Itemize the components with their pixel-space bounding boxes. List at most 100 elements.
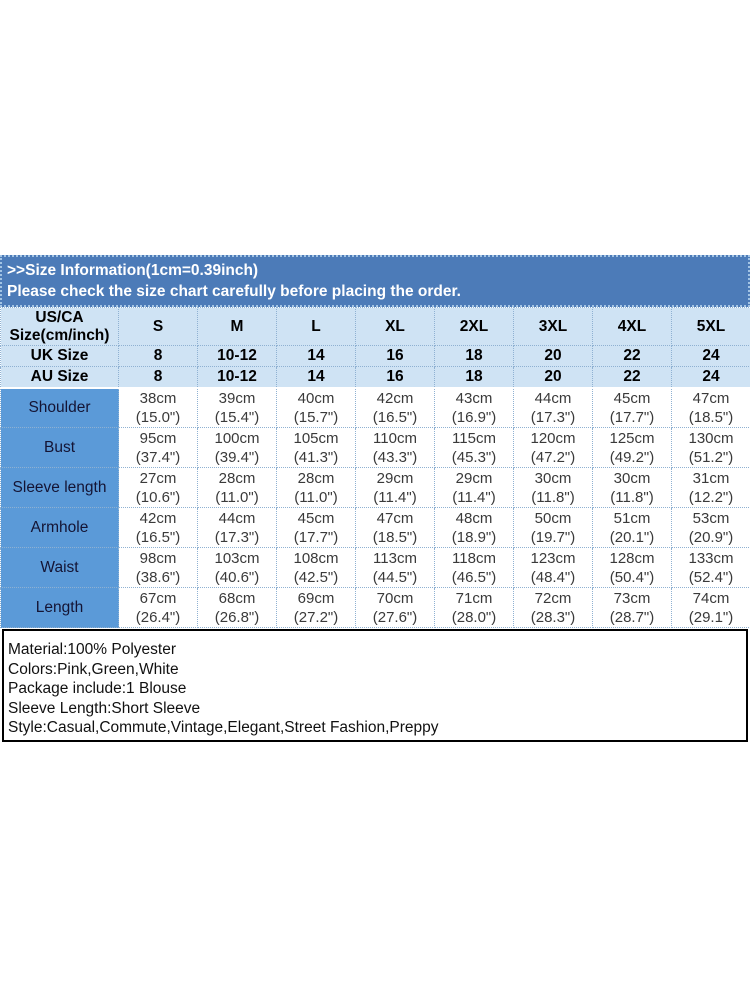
measurement-row-label: Shoulder: [0, 387, 119, 428]
inch-value: (11.0"): [215, 488, 259, 506]
inch-value: (20.9"): [688, 528, 734, 546]
measurement-cell: 44cm (17.3"): [513, 387, 593, 428]
cm-value: 98cm: [139, 549, 177, 567]
measurement-cell: 73cm (28.7"): [592, 587, 672, 628]
measurement-cell: 47cm (18.5"): [355, 507, 435, 548]
conversion-cell: 16: [355, 345, 435, 367]
cm-value: 47cm: [376, 509, 414, 527]
measurement-cell: 67cm (26.4"): [118, 587, 198, 628]
cm-value: 125cm: [609, 429, 655, 447]
cm-value: 44cm: [534, 389, 572, 407]
measurement-cell: 125cm (49.2"): [592, 427, 672, 468]
measurement-cell: 74cm (29.1"): [671, 587, 750, 628]
conversion-cell: 14: [276, 366, 356, 389]
measurement-cell: 30cm (11.8"): [592, 467, 672, 508]
product-info-box: Material:100% Polyester Colors:Pink,Gree…: [2, 629, 748, 742]
inch-value: (18.9"): [451, 528, 497, 546]
measurement-cell: 98cm (38.6"): [118, 547, 198, 588]
conversion-cell: 8: [118, 366, 198, 389]
measurement-cell: 71cm (28.0"): [434, 587, 514, 628]
measurement-cell: 42cm (16.5"): [118, 507, 198, 548]
inch-value: (48.4"): [530, 568, 576, 586]
measurement-row-label: Armhole: [0, 507, 119, 548]
banner-subtitle: Please check the size chart carefully be…: [7, 283, 461, 300]
size-column-header: 5XL: [671, 307, 750, 346]
cm-value: 48cm: [455, 509, 493, 527]
cm-value: 69cm: [297, 589, 335, 607]
conversion-cell: 18: [434, 345, 514, 367]
measurement-row: Shoulder 38cm (15.0") 39cm (15.4") 40cm (15.7"…: [0, 387, 750, 428]
cm-value: 120cm: [530, 429, 576, 447]
inch-value: (12.2"): [688, 488, 734, 506]
measurement-cell: 130cm (51.2"): [671, 427, 750, 468]
cm-value: 44cm: [218, 509, 256, 527]
inch-value: (18.5"): [688, 408, 734, 426]
measurement-cell: 28cm (11.0"): [197, 467, 277, 508]
measurement-row-label: Waist: [0, 547, 119, 588]
measurement-cell: 45cm (17.7"): [276, 507, 356, 548]
measurement-cell: 128cm (50.4"): [592, 547, 672, 588]
inch-value: (18.5"): [372, 528, 418, 546]
measurement-cell: 51cm (20.1"): [592, 507, 672, 548]
inch-value: (17.3"): [530, 408, 576, 426]
inch-value: (28.0"): [451, 608, 497, 626]
inch-value: (11.8"): [610, 488, 654, 506]
cm-value: 43cm: [455, 389, 493, 407]
cm-value: 42cm: [139, 509, 177, 527]
cm-value: 123cm: [530, 549, 576, 567]
cm-value: 103cm: [214, 549, 260, 567]
inch-value: (40.6"): [214, 568, 260, 586]
info-line-colors: Colors:Pink,Green,White: [8, 660, 179, 678]
measurement-cell: 103cm (40.6"): [197, 547, 277, 588]
cm-value: 28cm: [297, 469, 335, 487]
cm-value: 72cm: [534, 589, 572, 607]
measurement-cell: 69cm (27.2"): [276, 587, 356, 628]
cm-value: 30cm: [613, 469, 651, 487]
corner-label-line1: US/CA: [35, 308, 84, 326]
measurement-cell: 105cm (41.3"): [276, 427, 356, 468]
inch-value: (16.5"): [135, 528, 181, 546]
cm-value: 133cm: [688, 549, 734, 567]
banner-title: >>Size Information(1cm=0.39inch): [7, 262, 259, 279]
inch-value: (28.7"): [609, 608, 655, 626]
measurement-cell: 110cm (43.3"): [355, 427, 435, 468]
info-line-style: Style:Casual,Commute,Vintage,Elegant,Str…: [8, 719, 439, 737]
cm-value: 130cm: [688, 429, 734, 447]
cm-value: 53cm: [692, 509, 730, 527]
cm-value: 100cm: [214, 429, 260, 447]
measurement-cell: 133cm (52.4"): [671, 547, 750, 588]
inch-value: (37.4"): [135, 448, 181, 466]
inch-value: (29.1"): [688, 608, 734, 626]
conversion-cell: 24: [671, 345, 750, 367]
inch-value: (11.4"): [452, 488, 496, 506]
inch-value: (17.7"): [609, 408, 655, 426]
inch-value: (43.3"): [372, 448, 418, 466]
measurement-row: Sleeve length 27cm (10.6") 28cm (11.0") 28cm(…: [0, 467, 750, 508]
inch-value: (26.4"): [135, 608, 181, 626]
measurement-cell: 123cm (48.4"): [513, 547, 593, 588]
conversion-row-label: UK Size: [0, 345, 119, 367]
conversion-cell: 22: [592, 366, 672, 389]
cm-value: 45cm: [297, 509, 335, 527]
measurement-cell: 48cm (18.9"): [434, 507, 514, 548]
measurement-row-label: Sleeve length: [0, 467, 119, 508]
cm-value: 45cm: [613, 389, 651, 407]
inch-value: (11.4"): [373, 488, 417, 506]
measurement-cell: 47cm (18.5"): [671, 387, 750, 428]
inch-value: (26.8"): [214, 608, 260, 626]
measurement-cell: 28cm (11.0"): [276, 467, 356, 508]
cm-value: 47cm: [692, 389, 730, 407]
inch-value: (50.4"): [609, 568, 655, 586]
inch-value: (17.3"): [214, 528, 260, 546]
measurement-cell: 118cm (46.5"): [434, 547, 514, 588]
inch-value: (15.0"): [135, 408, 181, 426]
measurement-cell: 42cm (16.5"): [355, 387, 435, 428]
measurement-cell: 95cm (37.4"): [118, 427, 198, 468]
inch-value: (49.2"): [609, 448, 655, 466]
inch-value: (16.9"): [451, 408, 497, 426]
conversion-row: AU Size 8 10-12 14 16 18 20 22 24: [0, 366, 750, 389]
measurement-cell: 39cm (15.4"): [197, 387, 277, 428]
measurement-row-label: Length: [0, 587, 119, 628]
inch-value: (20.1"): [609, 528, 655, 546]
measurement-cell: 113cm (44.5"): [355, 547, 435, 588]
